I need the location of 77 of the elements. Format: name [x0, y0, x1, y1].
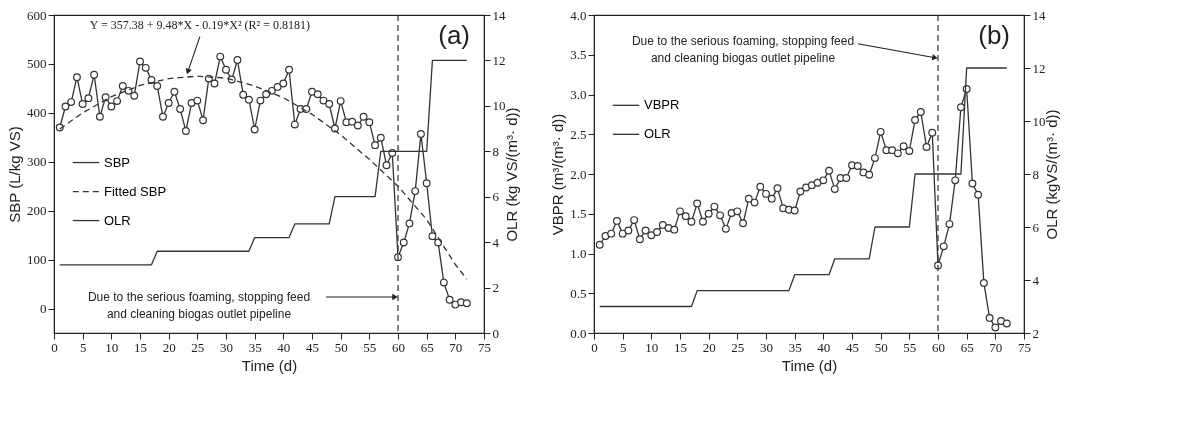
x-tick-label: 70 [989, 339, 1003, 355]
y-axis-title: SBP (L/kg VS) [6, 126, 23, 223]
annotation: (b) [978, 20, 1010, 50]
legend-label: VBPR [644, 97, 680, 113]
x-tick-label: 30 [760, 339, 773, 355]
x-tick-label: 5 [619, 339, 627, 355]
y-tick-label: 600 [27, 7, 47, 23]
y-tick-label: 0 [40, 301, 47, 317]
y-tick-label: 3.0 [570, 87, 587, 102]
y-tick-label: 0.0 [570, 325, 587, 341]
x-tick-label: 45 [846, 339, 859, 355]
x-axis-title: Time (d) [781, 356, 838, 374]
y-tick-label: 4.0 [570, 7, 587, 23]
y-tick-label: 2.5 [570, 126, 587, 142]
x-tick-label: 70 [449, 339, 463, 355]
y2-tick-label: 14 [1032, 7, 1046, 23]
y2-tick-label: 6 [492, 189, 500, 205]
x-tick-label: 55 [903, 339, 917, 355]
x-tick-label: 65 [960, 339, 974, 355]
x-tick-label: 0 [591, 339, 598, 355]
x-tick-label: 55 [363, 339, 377, 355]
x-tick-label: 60 [392, 339, 405, 355]
x-tick-label: 75 [478, 339, 491, 355]
legend-label: OLR [104, 212, 131, 228]
y-axis-title: VBPR (m³/(m³· d)) [549, 113, 567, 236]
x-tick-label: 40 [817, 339, 831, 355]
y2-tick-label: 2 [1032, 325, 1039, 341]
y2-tick-label: 2 [492, 280, 499, 296]
y2-tick-label: 14 [492, 7, 506, 23]
y-tick-label: 1.5 [570, 206, 587, 222]
y2-tick-label: 4 [1032, 272, 1040, 288]
x-tick-label: 50 [334, 339, 348, 355]
x-tick-label: 30 [220, 339, 233, 355]
x-tick-label: 5 [79, 339, 87, 355]
y2-tick-label: 8 [1032, 166, 1039, 182]
legend-label: SBP [104, 154, 131, 170]
x-tick-label: 10 [105, 339, 119, 355]
x-tick-label: 15 [134, 339, 147, 355]
y2-tick-label: 0 [492, 325, 499, 341]
x-tick-label: 10 [645, 339, 659, 355]
legend-label: OLR [644, 126, 671, 142]
y2-tick-label: 4 [492, 234, 500, 250]
y2-tick-label: 6 [1032, 219, 1040, 235]
y-tick-label: 400 [27, 105, 47, 121]
annotation: Due to the serious foaming, stopping feed and cleaning biogas outlet pipeline [631, 33, 855, 65]
y-tick-label: 500 [27, 56, 47, 72]
x-tick-label: 60 [932, 339, 945, 355]
y2-tick-label: 10 [492, 98, 506, 114]
x-tick-label: 40 [277, 339, 291, 355]
x-tick-label: 35 [248, 339, 262, 355]
x-axis-title: Time (d) [241, 356, 298, 374]
annotation: (a) [438, 20, 470, 50]
x-tick-label: 20 [162, 339, 176, 355]
x-tick-label: 50 [874, 339, 888, 355]
y-tick-label: 3.5 [570, 47, 587, 63]
y2-tick-label: 12 [1032, 60, 1046, 76]
y-tick-label: 200 [27, 203, 47, 219]
annotation: Y = 357.38 + 9.48*X - 0.19*X² (R² = 0.8181) [89, 17, 310, 32]
y2-tick-label: 12 [492, 52, 506, 68]
x-tick-label: 35 [788, 339, 802, 355]
y2-tick-label: 10 [1032, 113, 1046, 129]
y-tick-label: 300 [27, 154, 47, 170]
y-tick-label: 100 [27, 252, 47, 268]
x-tick-label: 45 [306, 339, 319, 355]
y-tick-label: 0.5 [570, 285, 587, 301]
x-tick-label: 0 [51, 339, 58, 355]
x-tick-label: 20 [702, 339, 716, 355]
x-tick-label: 25 [191, 339, 205, 355]
x-tick-label: 15 [674, 339, 687, 355]
x-tick-label: 65 [420, 339, 434, 355]
x-tick-label: 75 [1018, 339, 1031, 355]
x-tick-label: 25 [731, 339, 745, 355]
y2-tick-label: 8 [492, 143, 499, 159]
y-tick-label: 2.0 [570, 166, 587, 182]
legend-label: Fitted SBP [104, 183, 167, 199]
annotation: Due to the serious foaming, stopping feed and cleaning biogas outlet pipeline [87, 290, 311, 321]
y-tick-label: 1.0 [570, 246, 587, 261]
